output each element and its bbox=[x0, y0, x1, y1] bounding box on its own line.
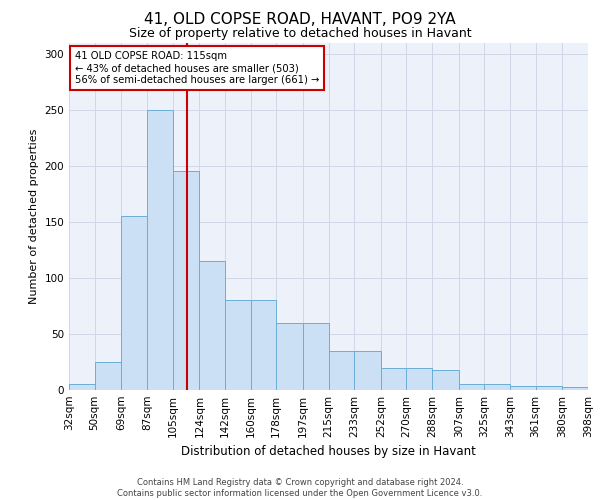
Bar bbox=[199, 261, 225, 390]
Bar bbox=[354, 351, 381, 390]
Bar bbox=[276, 322, 303, 390]
Text: 41 OLD COPSE ROAD: 115sqm
← 43% of detached houses are smaller (503)
56% of semi: 41 OLD COPSE ROAD: 115sqm ← 43% of detac… bbox=[74, 52, 319, 84]
Bar bbox=[381, 368, 406, 390]
Bar bbox=[329, 351, 354, 390]
Bar bbox=[95, 362, 121, 390]
Text: Size of property relative to detached houses in Havant: Size of property relative to detached ho… bbox=[128, 28, 472, 40]
Bar bbox=[536, 386, 562, 390]
Bar bbox=[406, 368, 432, 390]
Bar bbox=[459, 384, 484, 390]
Bar bbox=[121, 216, 147, 390]
Text: 41, OLD COPSE ROAD, HAVANT, PO9 2YA: 41, OLD COPSE ROAD, HAVANT, PO9 2YA bbox=[144, 12, 456, 28]
Bar bbox=[147, 110, 173, 390]
Bar bbox=[69, 384, 95, 390]
Y-axis label: Number of detached properties: Number of detached properties bbox=[29, 128, 39, 304]
X-axis label: Distribution of detached houses by size in Havant: Distribution of detached houses by size … bbox=[181, 446, 476, 458]
Bar bbox=[251, 300, 276, 390]
Bar bbox=[562, 386, 588, 390]
Bar bbox=[303, 322, 329, 390]
Text: Contains HM Land Registry data © Crown copyright and database right 2024.
Contai: Contains HM Land Registry data © Crown c… bbox=[118, 478, 482, 498]
Bar bbox=[432, 370, 459, 390]
Bar bbox=[484, 384, 510, 390]
Bar bbox=[173, 172, 199, 390]
Bar bbox=[510, 386, 536, 390]
Bar bbox=[225, 300, 251, 390]
